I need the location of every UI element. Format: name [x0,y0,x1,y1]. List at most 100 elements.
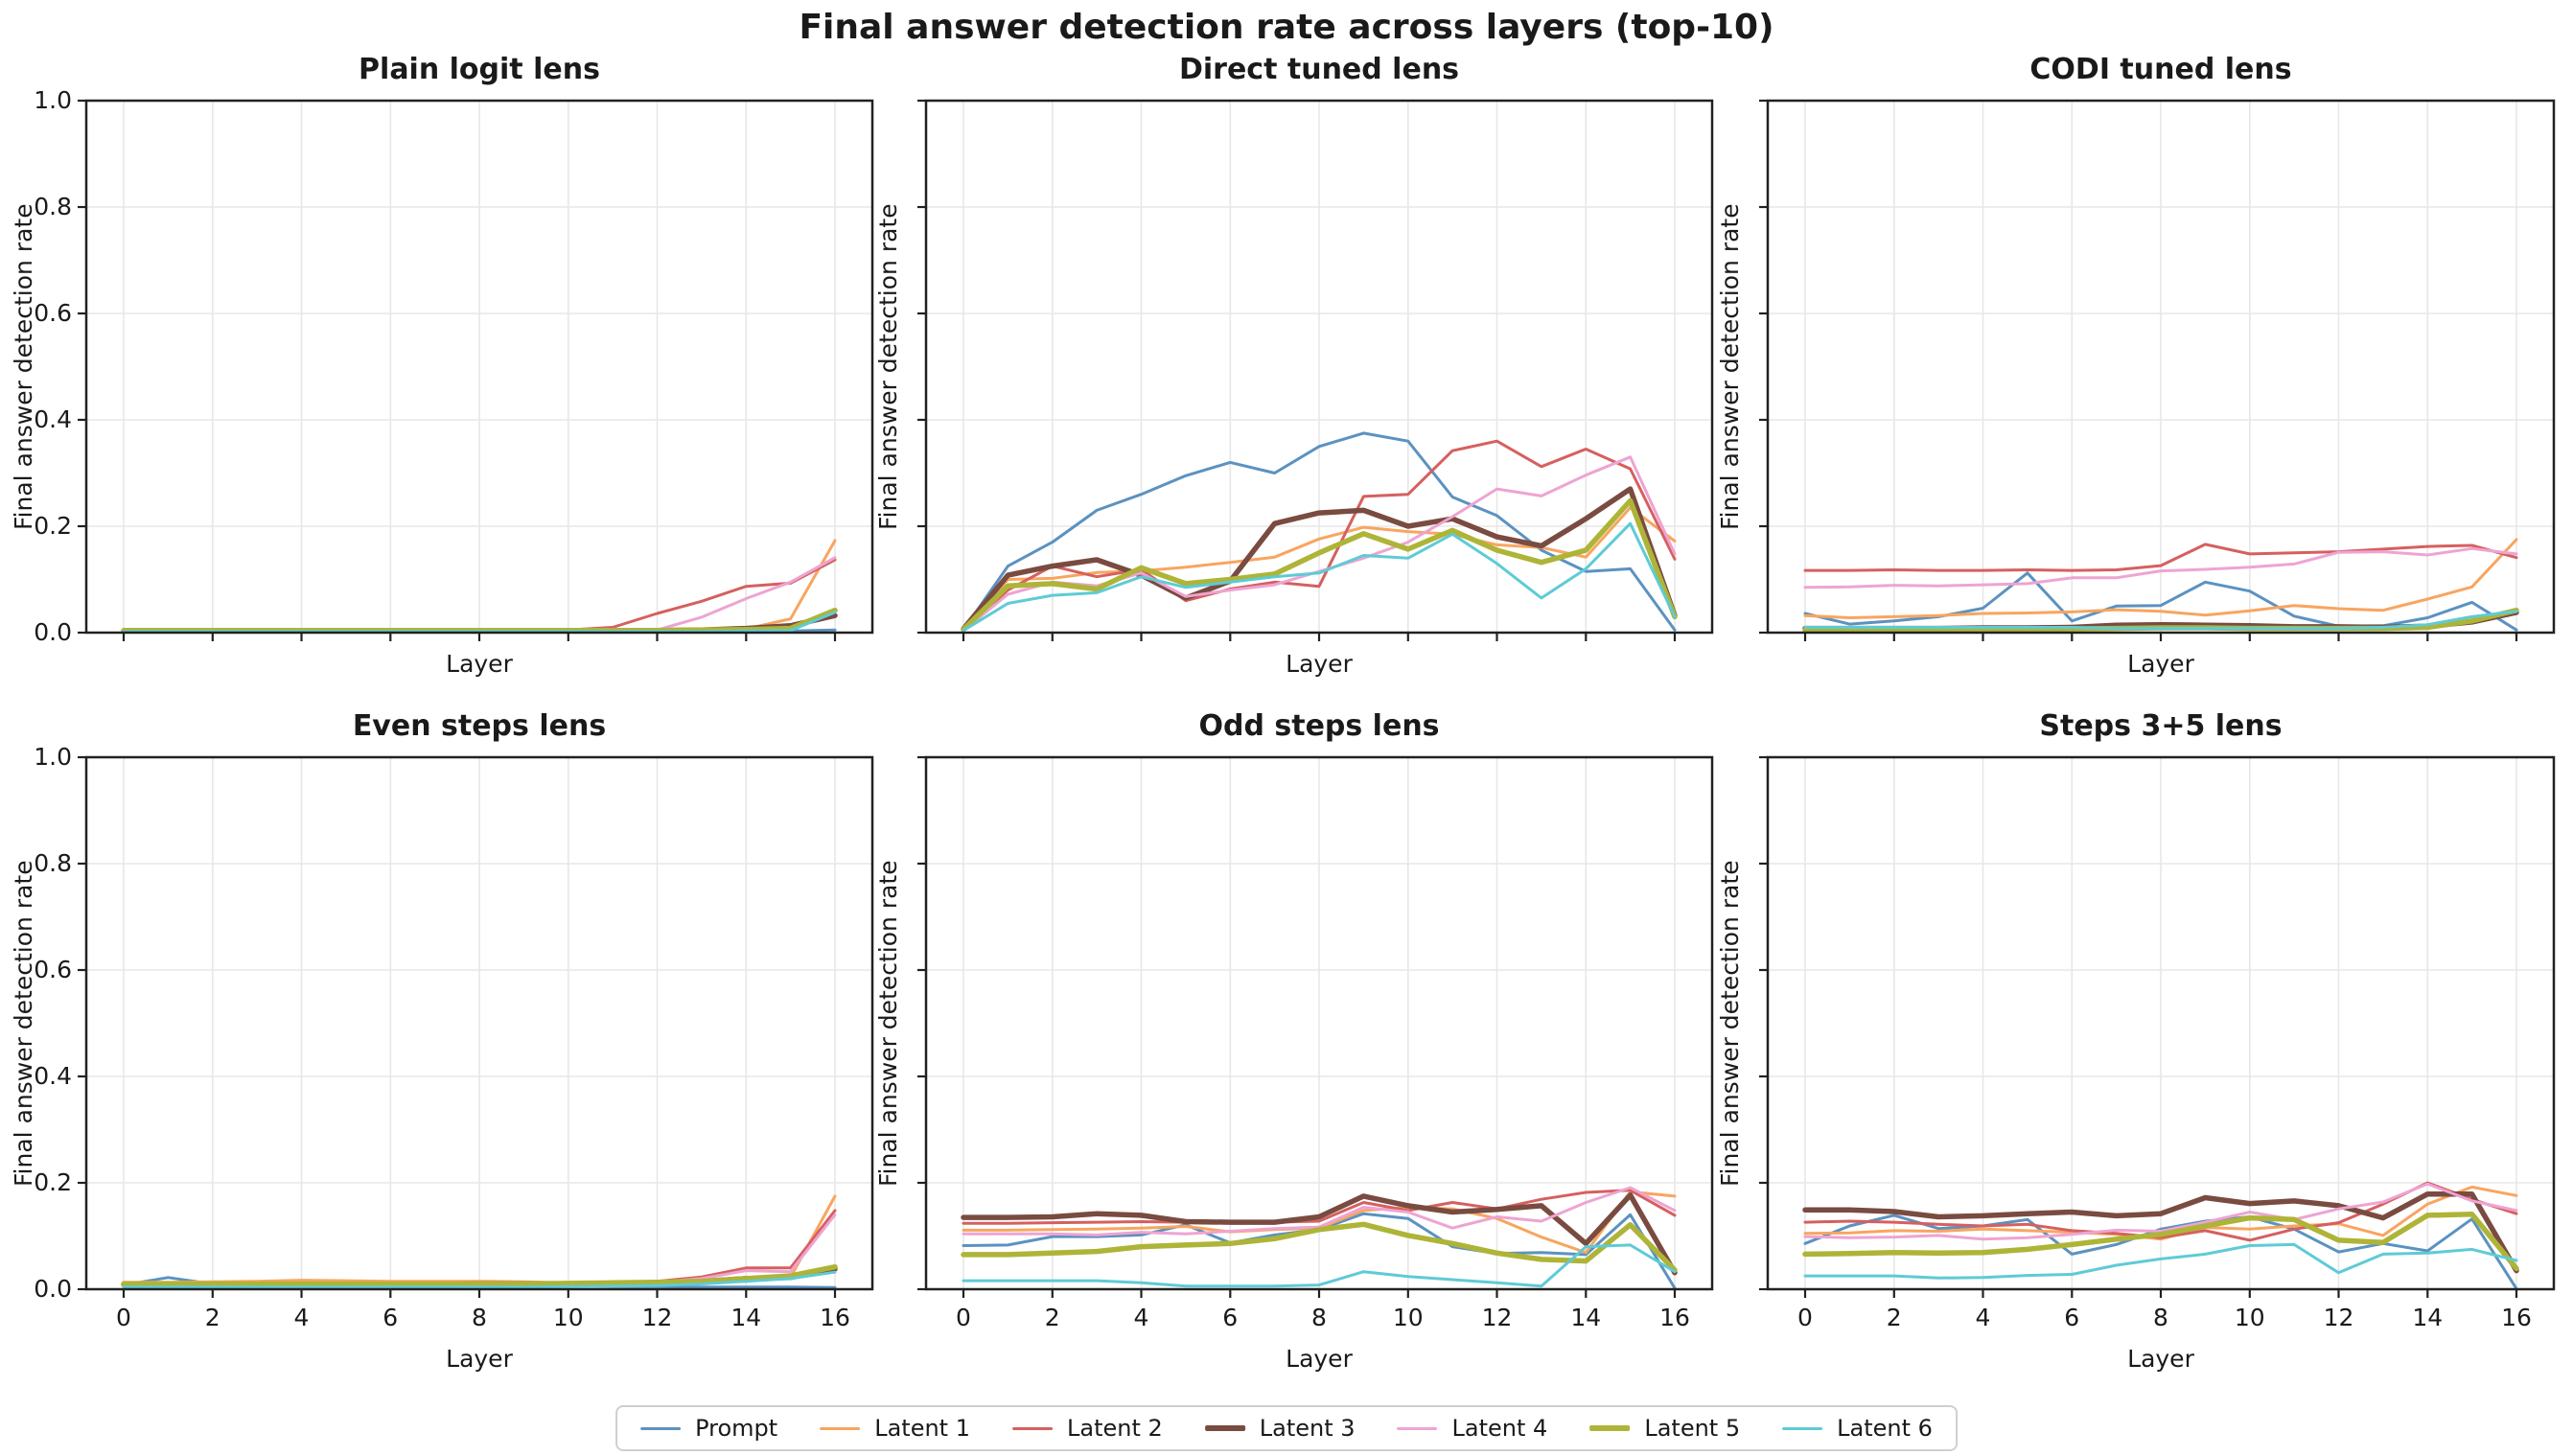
series-line-prompt [1803,571,2518,632]
series-line-latent-3 [961,1192,1678,1276]
y-tick-label: 0.6 [34,299,72,327]
y-tick-label: 1.0 [34,86,72,114]
legend-item-prompt: Prompt [640,1415,777,1442]
legend-label: Latent 3 [1259,1415,1356,1442]
y-axis-label: Final answer detection rate [1716,860,1744,1187]
axes-spines [84,755,874,1291]
subplot-title: Even steps lens [352,709,607,743]
y-axis-label: Final answer detection rate [10,860,37,1187]
series-line-latent-6 [962,521,1677,633]
y-axis-label: Final answer detection rate [874,203,902,530]
x-tick-label: 6 [382,1304,399,1331]
subplot-title: CODI tuned lens [2029,53,2292,86]
legend-label: Latent 1 [874,1415,970,1442]
legend-item-latent-1: Latent 1 [820,1415,970,1442]
x-tick-label: 2 [1886,1304,1902,1331]
legend-label: Latent 5 [1644,1415,1741,1442]
subplot-title: Steps 3+5 lens [2039,709,2283,743]
legend-line-swatch [1397,1426,1438,1430]
x-axis-label: Layer [446,1345,513,1373]
y-tick-label: 0.8 [34,849,72,877]
x-tick-label: 14 [730,1304,762,1331]
legend-line-swatch [1589,1425,1631,1431]
subplot-direct-tuned-lens: Direct tuned lens Final answer detection… [874,53,1714,678]
x-tick-label: 6 [2064,1304,2080,1331]
y-tick-label: 0.2 [34,512,72,540]
x-tick-label: 16 [820,1304,850,1331]
subplot-even-steps-lens: Even steps lens Final answer detection r… [10,709,874,1373]
series-line-latent-3 [1802,1190,2519,1274]
plot-area [917,99,1714,641]
series-line-latent-5 [121,1263,838,1287]
subplot-steps-3-5-lens: Steps 3+5 lens Final answer detection ra… [1716,709,2556,1373]
plot-area [917,755,1714,1298]
series-line-latent-5 [1802,1211,2519,1272]
legend-label: Latent 2 [1066,1415,1163,1442]
subplot-title: Direct tuned lens [1178,53,1460,86]
x-tick-label: 4 [293,1304,310,1331]
series-line-latent-1 [1803,1185,2518,1241]
axes-spines [84,99,874,635]
x-tick-label: 0 [1797,1304,1813,1331]
legend-item-latent-3: Latent 3 [1204,1415,1356,1442]
y-tick-label: 0.4 [34,1062,72,1090]
y-axis-label: Final answer detection rate [874,860,902,1187]
legend: Prompt Latent 1 Latent 2 Latent 3 Latent 4 La… [615,1405,1958,1451]
x-tick-label: 2 [204,1304,220,1331]
x-tick-label: 8 [472,1304,487,1331]
x-tick-label: 8 [1311,1304,1327,1331]
x-axis-label: Layer [2127,1345,2194,1373]
series-line-latent-6 [1803,610,2518,631]
y-axis-label: Final answer detection rate [1716,203,1744,530]
series-line-latent-6 [122,1270,837,1289]
y-tick-label: 1.0 [34,743,72,771]
axes-spines [924,99,1714,635]
x-tick-label: 10 [1392,1304,1424,1331]
y-tick-label: 0.0 [34,618,72,646]
y-tick-label: 0.6 [34,956,72,983]
legend-line-swatch [640,1426,682,1430]
plot-area [1759,99,2556,641]
series-line-latent-2 [962,1189,1677,1225]
y-tick-label: 0.8 [34,193,72,220]
axes-spines [1766,755,2556,1291]
subplot-odd-steps-lens: Odd steps lens Final answer detection ra… [874,709,1714,1373]
x-tick-label: 12 [1481,1304,1513,1331]
x-axis-label: Layer [1286,1345,1353,1373]
x-tick-label: 2 [1044,1304,1060,1331]
legend-item-latent-4: Latent 4 [1397,1415,1547,1442]
series-line-latent-4 [1803,1182,2518,1241]
legend-line-swatch [1782,1426,1823,1430]
x-tick-label: 16 [1659,1304,1690,1331]
x-tick-label: 10 [2234,1304,2265,1331]
series-line-latent-3 [961,486,1678,632]
plot-area [78,99,874,641]
y-tick-label: 0.2 [34,1168,72,1196]
x-axis-label: Layer [2127,650,2194,678]
x-axis-label: Layer [1286,650,1353,678]
subplot-title: Odd steps lens [1198,709,1440,743]
series-line-latent-5 [961,497,1678,633]
series-line-latent-2 [962,439,1677,633]
series-line-latent-6 [962,1243,1677,1288]
legend-label: Prompt [695,1415,778,1442]
series-line-latent-5 [961,1221,1678,1273]
series-line-latent-6 [1803,1242,2518,1280]
legend-item-latent-5: Latent 5 [1589,1415,1740,1442]
x-tick-label: 14 [2412,1304,2444,1331]
y-tick-label: 0.0 [34,1275,72,1303]
legend-item-latent-2: Latent 2 [1011,1415,1163,1442]
subplot-codi-tuned-lens: CODI tuned lens Final answer detection r… [1716,53,2556,678]
legend-line-swatch [1204,1425,1245,1431]
y-tick-label: 0.4 [34,405,72,433]
series-line-latent-1 [1803,538,2518,619]
subplot-title: Plain logit lens [359,53,600,86]
series-line-latent-2 [1803,543,2518,572]
x-tick-label: 12 [2323,1304,2354,1331]
axes-spines [924,755,1714,1291]
legend-item-latent-6: Latent 6 [1782,1415,1933,1442]
x-tick-label: 14 [1570,1304,1602,1331]
x-tick-label: 4 [1975,1304,1991,1331]
x-tick-label: 6 [1222,1304,1239,1331]
